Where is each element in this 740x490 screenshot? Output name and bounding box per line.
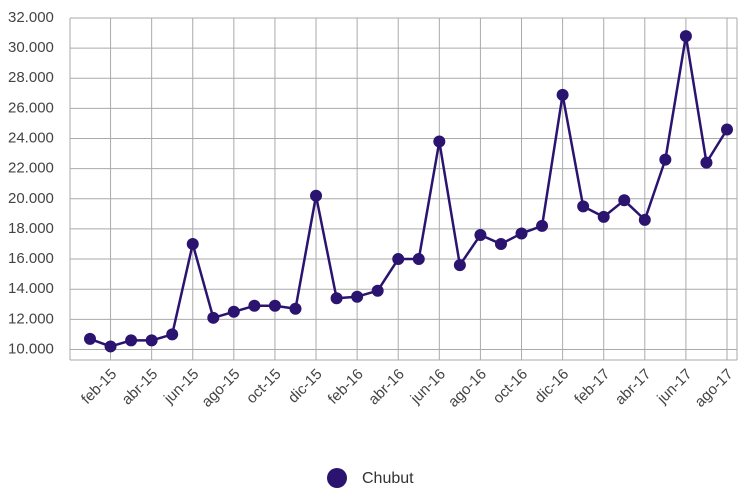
y-tick-label: 10.000 bbox=[8, 340, 54, 357]
y-tick-label: 26.000 bbox=[8, 99, 54, 116]
data-point bbox=[166, 328, 179, 341]
data-point bbox=[618, 194, 631, 207]
x-tick-label: abr-17 bbox=[612, 366, 655, 409]
data-point bbox=[638, 213, 651, 226]
y-tick-label: 30.000 bbox=[8, 39, 54, 56]
data-point bbox=[721, 123, 733, 136]
y-tick-label: 16.000 bbox=[8, 250, 54, 267]
x-tick-label: jun-16 bbox=[407, 366, 449, 408]
data-point bbox=[310, 189, 323, 202]
data-point bbox=[515, 227, 528, 240]
x-tick-label: oct-15 bbox=[243, 366, 285, 408]
data-point bbox=[268, 299, 281, 312]
y-tick-label: 12.000 bbox=[8, 310, 54, 327]
data-point bbox=[412, 253, 425, 266]
x-tick-label: feb-17 bbox=[571, 366, 613, 408]
data-point bbox=[474, 228, 487, 241]
data-point bbox=[145, 334, 158, 347]
y-tick-label: 32.000 bbox=[8, 9, 54, 26]
x-tick-label: feb-16 bbox=[325, 366, 367, 408]
data-point bbox=[392, 253, 405, 266]
data-point bbox=[679, 30, 692, 43]
data-point bbox=[453, 259, 466, 272]
x-tick-label: jun-15 bbox=[160, 366, 202, 408]
x-tick-label: abr-15 bbox=[119, 366, 162, 409]
series-line bbox=[89, 34, 729, 348]
data-point bbox=[700, 156, 713, 169]
y-tick-label: 28.000 bbox=[8, 69, 54, 86]
data-point bbox=[125, 334, 138, 347]
x-tick-label: abr-16 bbox=[365, 366, 408, 409]
data-point bbox=[84, 332, 96, 345]
data-point bbox=[659, 153, 672, 166]
data-point bbox=[494, 237, 507, 250]
x-tick-label: oct-16 bbox=[490, 366, 532, 408]
data-point bbox=[289, 302, 302, 315]
x-tick-label: dic-16 bbox=[531, 366, 572, 407]
y-tick-label: 20.000 bbox=[8, 190, 54, 207]
y-tick-label: 24.000 bbox=[8, 129, 54, 146]
data-point bbox=[433, 135, 446, 148]
data-point bbox=[227, 305, 240, 318]
x-tick-label: jun-17 bbox=[653, 366, 695, 408]
data-point bbox=[597, 210, 610, 223]
data-point bbox=[577, 200, 590, 213]
y-tick-label: 14.000 bbox=[8, 280, 54, 297]
y-tick-label: 22.000 bbox=[8, 160, 54, 177]
legend-marker bbox=[327, 468, 347, 488]
y-tick-label: 18.000 bbox=[8, 220, 54, 237]
data-point bbox=[207, 311, 220, 324]
x-tick-label: feb-15 bbox=[78, 366, 120, 408]
x-tick-label: ago-17 bbox=[692, 366, 737, 411]
legend-label: Chubut bbox=[362, 470, 414, 487]
data-point bbox=[186, 237, 199, 250]
x-tick-label: ago-16 bbox=[445, 366, 490, 411]
data-point bbox=[371, 284, 384, 297]
x-tick-label: dic-15 bbox=[285, 366, 326, 407]
data-point bbox=[556, 88, 569, 101]
data-point bbox=[536, 219, 549, 232]
data-point bbox=[248, 299, 261, 312]
data-point bbox=[351, 290, 364, 303]
data-point bbox=[104, 340, 117, 353]
x-tick-label: ago-15 bbox=[198, 366, 243, 411]
data-point bbox=[330, 292, 343, 305]
